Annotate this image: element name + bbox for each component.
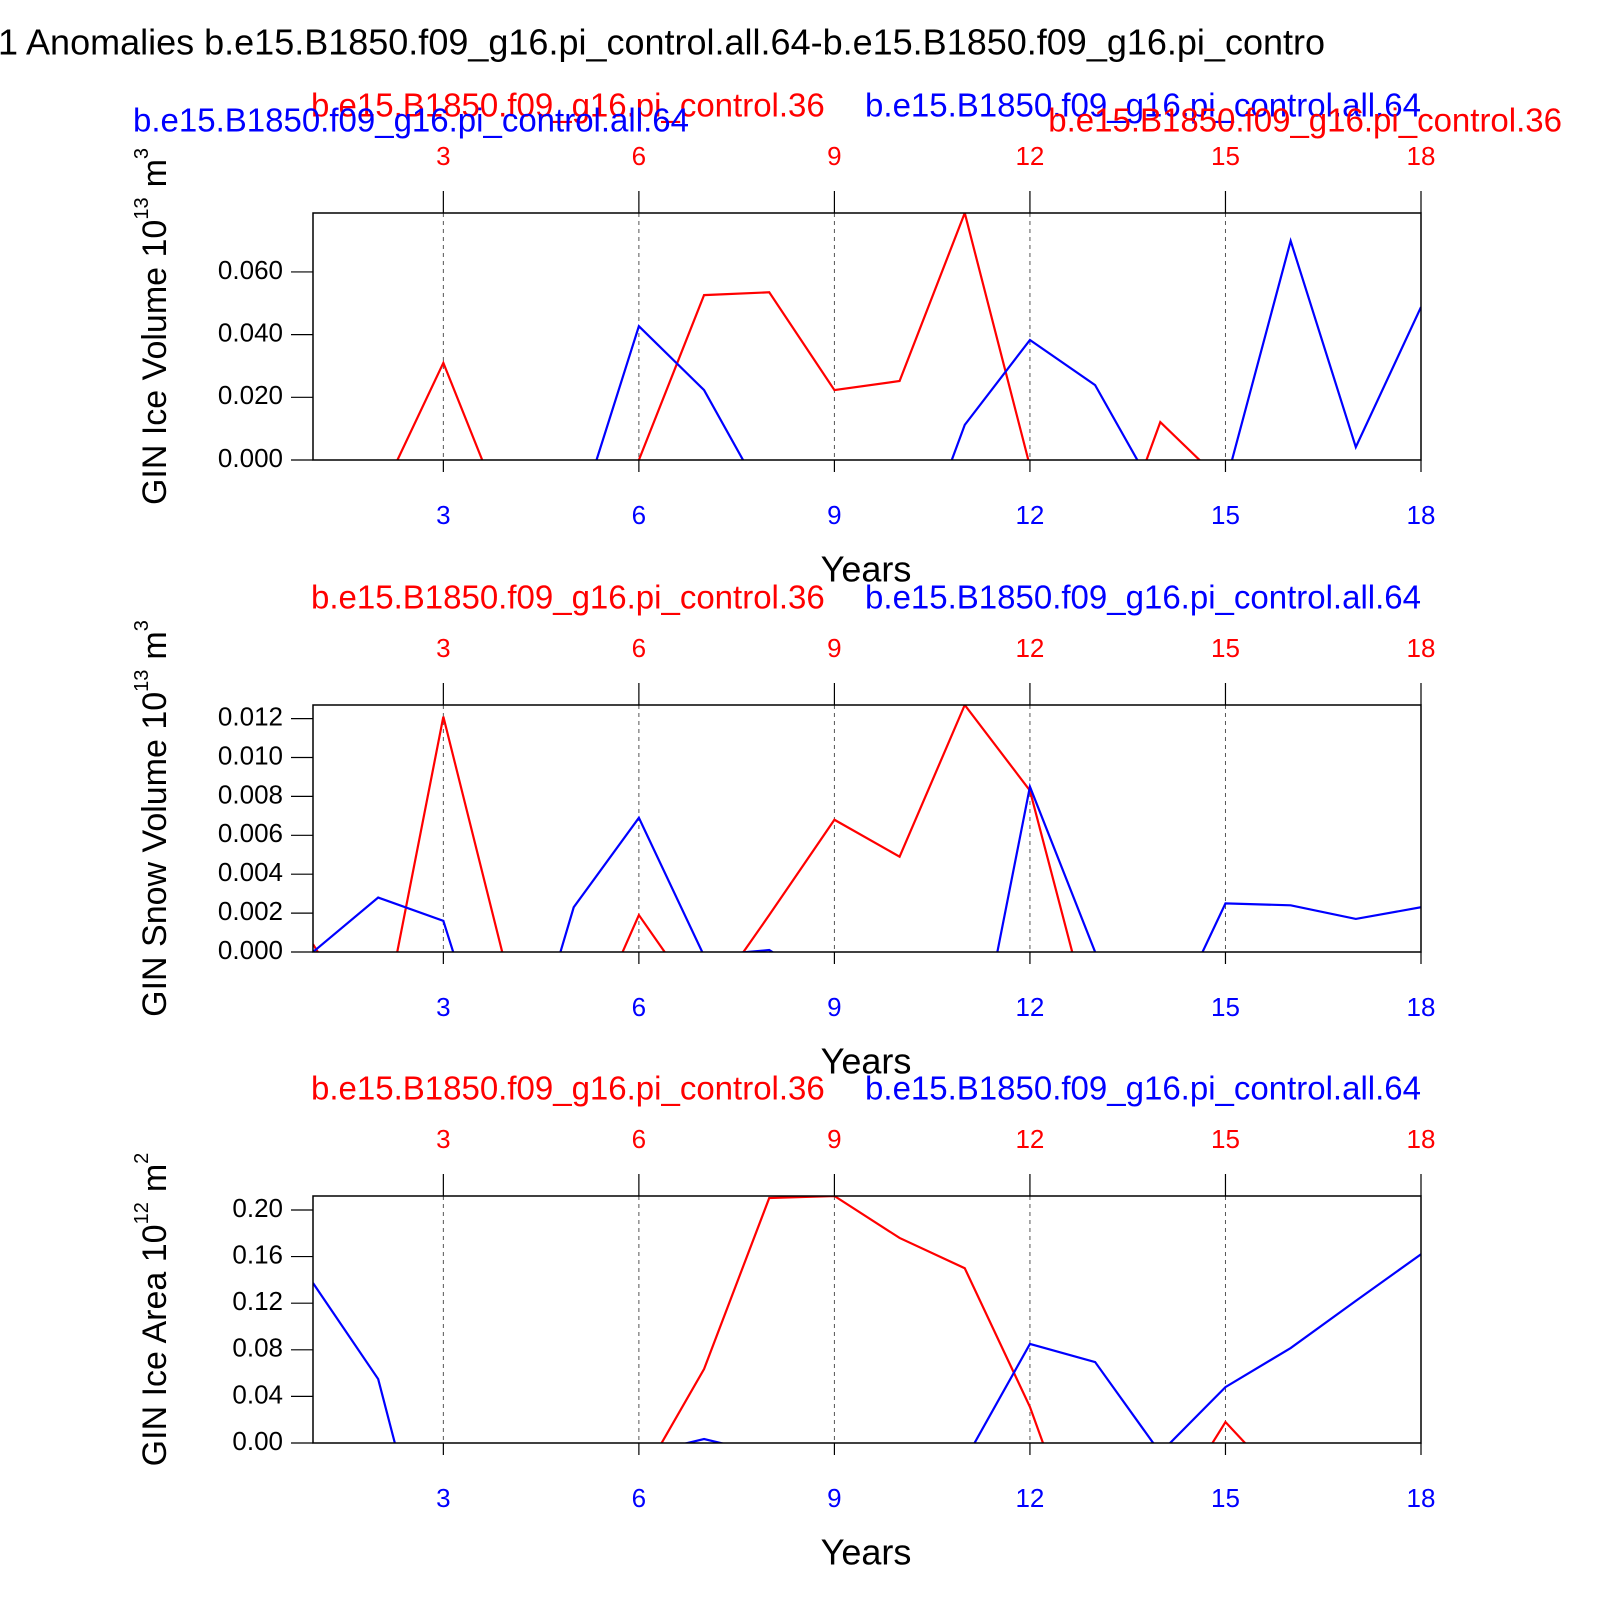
y-label-text: GIN Snow Volume 10 (136, 692, 174, 1017)
y-tick-label: 0.20 (232, 1193, 283, 1223)
x2-tick-label: 18 (1407, 1124, 1436, 1154)
y-axis-label: GIN Snow Volume 1013 m3 (131, 620, 174, 1017)
x2-tick-label: 18 (1407, 633, 1436, 663)
plot-frame (312, 212, 1422, 461)
x-tick-label: 9 (827, 992, 841, 1022)
x2-tick-label: 15 (1211, 633, 1240, 663)
series-line (660, 1196, 1247, 1443)
x2-tick-label: 6 (632, 141, 646, 171)
x2-tick-label: 3 (436, 1124, 450, 1154)
x2-tick-label: 9 (827, 1124, 841, 1154)
series-line (313, 705, 1074, 952)
x-tick-label: 6 (632, 1483, 646, 1513)
x2-tick-label: 6 (632, 633, 646, 663)
y-axis-label: GIN Ice Area 1012 m2 (131, 1153, 174, 1467)
x2-tick-label: 9 (827, 141, 841, 171)
x-tick-label: 18 (1407, 500, 1436, 530)
x2-tick-label: 15 (1211, 1124, 1240, 1154)
x2-tick-label: 9 (827, 633, 841, 663)
x-tick-label: 12 (1015, 992, 1044, 1022)
figure-title: 1 Anomalies b.e15.B1850.f09_g16.pi_contr… (0, 22, 1325, 63)
y-tick-label: 0.08 (232, 1333, 283, 1363)
x-tick-label: 15 (1211, 992, 1240, 1022)
series-label: b.e15.B1850.f09_g16.pi_control.all.64 (865, 579, 1421, 616)
y-tick-label: 0.12 (232, 1286, 283, 1316)
y-tick-label: 0.000 (218, 443, 283, 473)
annotation: b.e15.B1850.f09_g16.pi_control.all.64 (133, 102, 689, 139)
x2-tick-label: 6 (632, 1124, 646, 1154)
x-tick-label: 18 (1407, 1483, 1436, 1513)
y-tick-label: 0.00 (232, 1426, 283, 1456)
series-label: b.e15.B1850.f09_g16.pi_control.36 (311, 87, 825, 124)
y-label-exponent: 13 (131, 197, 153, 219)
y-tick-label: 0.008 (218, 779, 283, 809)
plot-frame (312, 704, 1422, 953)
y-tick-label: 0.060 (218, 255, 283, 285)
panel: 3 6 9 12 15 18 3 6 9 12 15 18 0.000 0.002 0.004 0.006 0.… (131, 579, 1436, 1082)
x-tick-label: 3 (436, 500, 450, 530)
x-tick-label: 9 (827, 500, 841, 530)
y-label-unit: m (136, 159, 174, 187)
x-tick-label: 6 (632, 500, 646, 530)
x-tick-label: 3 (436, 1483, 450, 1513)
x2-tick-label: 12 (1015, 633, 1044, 663)
y-tick-label: 0.010 (218, 740, 283, 770)
y-label-text: GIN Ice Area 10 (136, 1224, 174, 1466)
x-tick-label: 18 (1407, 992, 1436, 1022)
x-tick-label: 15 (1211, 1483, 1240, 1513)
x-tick-label: 12 (1015, 1483, 1044, 1513)
x2-tick-label: 12 (1015, 1124, 1044, 1154)
y-tick-label: 0.04 (232, 1379, 283, 1409)
y-label-exponent: 12 (131, 1202, 153, 1224)
series-line (313, 1253, 1421, 1443)
x-tick-label: 6 (632, 992, 646, 1022)
y-label-unit: m (136, 631, 174, 659)
x2-tick-label: 3 (436, 141, 450, 171)
y-label-unit: m (136, 1164, 174, 1192)
x2-tick-label: 15 (1211, 141, 1240, 171)
y-tick-label: 0.002 (218, 896, 283, 926)
x2-tick-label: 18 (1407, 141, 1436, 171)
y-tick-label: 0.040 (218, 317, 283, 347)
series-line (595, 236, 1421, 460)
annotation: b.e15.B1850.f09_g16.pi_control.36 (1048, 102, 1562, 139)
y-tick-label: 0.006 (218, 818, 283, 848)
x-tick-label: 9 (827, 1483, 841, 1513)
series-label: b.e15.B1850.f09_g16.pi_control.all.64 (865, 87, 1421, 124)
x-tick-label: 12 (1015, 500, 1044, 530)
y-tick-label: 0.004 (218, 857, 283, 887)
plot-frame (312, 1195, 1422, 1444)
panel: 3 6 9 12 15 18 3 6 9 12 15 18 0.000 0.020 0.040 0.060 b.… (131, 87, 1562, 590)
y-label-unit-power: 2 (131, 1153, 153, 1164)
y-label-unit-power: 3 (131, 148, 153, 159)
y-tick-label: 0.012 (218, 701, 283, 731)
series-label: b.e15.B1850.f09_g16.pi_control.all.64 (865, 1070, 1421, 1107)
x-tick-label: 15 (1211, 500, 1240, 530)
panel: 3 6 9 12 15 18 3 6 9 12 15 18 0.00 0.04 0.08 0.12 0.16 0.… (131, 1070, 1436, 1573)
x-tick-label: 3 (436, 992, 450, 1022)
x-axis-label: Years (821, 549, 912, 590)
series-label: b.e15.B1850.f09_g16.pi_control.36 (311, 579, 825, 616)
y-axis-label: GIN Ice Volume 1013 m3 (131, 148, 174, 505)
y-tick-label: 0.000 (218, 935, 283, 965)
series-label: b.e15.B1850.f09_g16.pi_control.36 (311, 1070, 825, 1107)
y-tick-label: 0.020 (218, 380, 283, 410)
series-line (396, 213, 1202, 460)
x-axis-label: Years (821, 1041, 912, 1082)
y-tick-label: 0.16 (232, 1239, 283, 1269)
series-line (313, 782, 1421, 952)
y-label-unit-power: 3 (131, 620, 153, 631)
y-label-text: GIN Ice Volume 10 (136, 220, 174, 505)
x2-tick-label: 12 (1015, 141, 1044, 171)
y-label-exponent: 13 (131, 670, 153, 692)
x2-tick-label: 3 (436, 633, 450, 663)
x-axis-label: Years (821, 1532, 912, 1573)
